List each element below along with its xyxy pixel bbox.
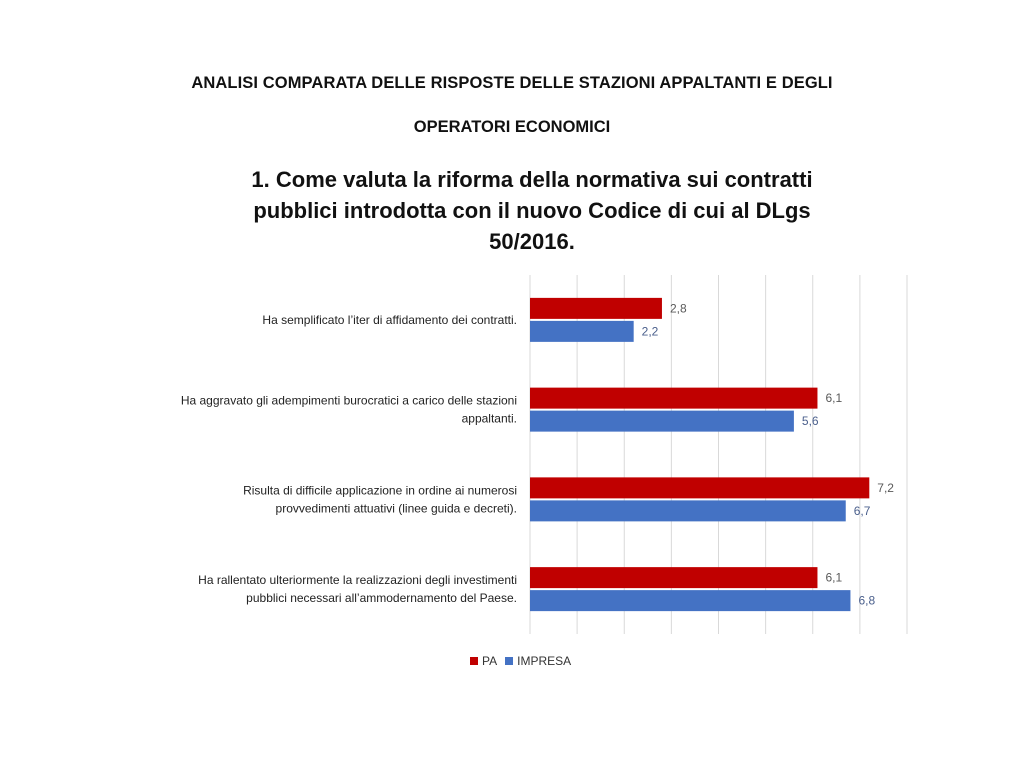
data-label: 7,2	[877, 481, 894, 495]
category-label: appaltanti.	[462, 412, 517, 426]
legend-swatch-impresa	[505, 657, 514, 665]
bar-impresa	[530, 500, 846, 522]
category-label: Ha rallentato ulteriormente la realizzaz…	[198, 573, 517, 587]
legend-item-impresa: IMPRESA	[505, 654, 571, 668]
data-label: 2,8	[670, 301, 687, 315]
legend-swatch-pa	[470, 657, 478, 665]
bar-pa	[530, 477, 870, 499]
chart-title-line: pubblici introdotta con il nuovo Codice …	[253, 198, 811, 223]
chart-title: 1. Come valuta la riforma della normativ…	[212, 164, 852, 257]
bar-pa	[530, 387, 818, 409]
chart-title-line: 50/2016.	[489, 229, 575, 254]
category-label: Risulta di difficile applicazione in ord…	[243, 483, 517, 497]
bar-pa	[530, 297, 662, 319]
bar-impresa	[530, 320, 634, 342]
category-label: Ha aggravato gli adempimenti burocratici…	[181, 394, 517, 408]
category-label: provvedimenti attuativi (linee guida e d…	[276, 501, 517, 515]
legend-label-pa: PA	[482, 654, 498, 668]
report-heading-line2: OPERATORI ECONOMICI	[413, 118, 611, 136]
category-label: pubblici necessari all’ammodernamento de…	[246, 591, 517, 605]
data-label: 6,1	[825, 391, 842, 405]
bar-impresa	[530, 590, 851, 612]
chart-title-line: 1. Come valuta la riforma della normativ…	[251, 167, 813, 192]
legend-item-pa: PA	[470, 654, 497, 668]
report-heading-line1: ANALISI COMPARATA DELLE RISPOSTE DELLE S…	[191, 74, 833, 92]
data-label: 6,8	[858, 594, 875, 608]
category-label: Ha semplificato l’iter di affidamento de…	[262, 313, 517, 327]
chart-legend: PA IMPRESA	[470, 654, 571, 668]
data-label: 6,7	[854, 504, 871, 518]
bar-impresa	[530, 410, 794, 432]
data-label: 6,1	[825, 571, 842, 585]
data-label: 5,6	[802, 414, 819, 428]
legend-label-impresa: IMPRESA	[517, 654, 572, 668]
data-label: 2,2	[642, 324, 659, 338]
bar-pa	[530, 567, 818, 589]
